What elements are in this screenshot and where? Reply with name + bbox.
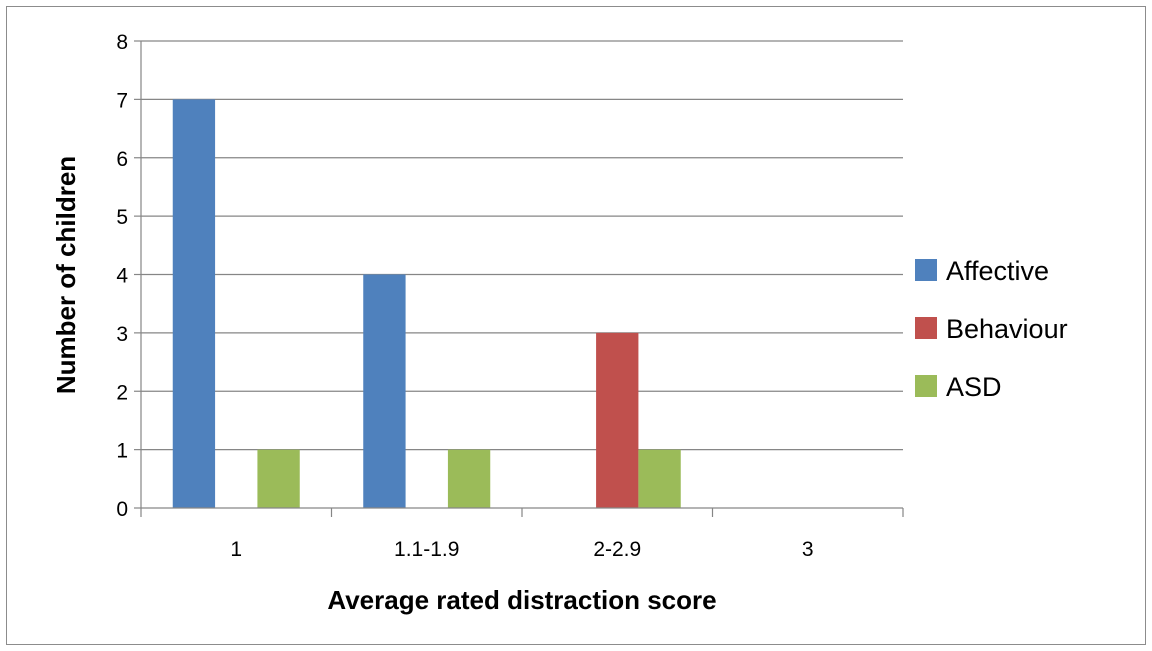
legend-swatch — [915, 317, 937, 339]
y-tick-label: 0 — [116, 498, 128, 521]
y-tick-label: 4 — [116, 265, 128, 288]
bar-asd — [447, 449, 491, 508]
y-tick-label: 3 — [116, 323, 128, 346]
bar-behaviour — [596, 332, 639, 508]
legend-swatch — [915, 375, 937, 397]
bar-asd — [638, 449, 681, 508]
y-tick-label: 7 — [116, 89, 128, 112]
bar-affective — [363, 274, 406, 508]
y-tick-label: 1 — [116, 440, 128, 463]
bars — [172, 99, 681, 508]
bar-asd — [257, 449, 300, 508]
y-axis-title: Number of children — [51, 156, 81, 394]
x-tick-label: 1.1-1.9 — [394, 538, 459, 561]
x-tick-labels: 1 1.1-1.9 2-2.9 3 — [230, 538, 813, 561]
y-tick-label: 6 — [116, 148, 128, 171]
y-tick-label: 5 — [116, 206, 128, 229]
legend-label: Behaviour — [946, 314, 1068, 344]
bar-affective — [172, 99, 216, 508]
legend-swatch — [915, 259, 937, 281]
legend-label: ASD — [946, 372, 1002, 402]
y-tick-label: 8 — [116, 31, 128, 54]
legend: Affective Behaviour ASD — [915, 256, 1068, 402]
x-tick-label: 1 — [230, 538, 242, 561]
gridlines — [141, 40, 903, 451]
axes — [134, 40, 904, 517]
y-tick-labels: 0 1 2 3 4 5 6 7 8 — [116, 31, 128, 521]
x-tick-label: 3 — [802, 538, 814, 561]
x-axis-title: Average rated distraction score — [327, 585, 716, 615]
x-tick-label: 2-2.9 — [593, 538, 641, 561]
y-tick-label: 2 — [116, 381, 128, 404]
legend-label: Affective — [946, 256, 1049, 286]
